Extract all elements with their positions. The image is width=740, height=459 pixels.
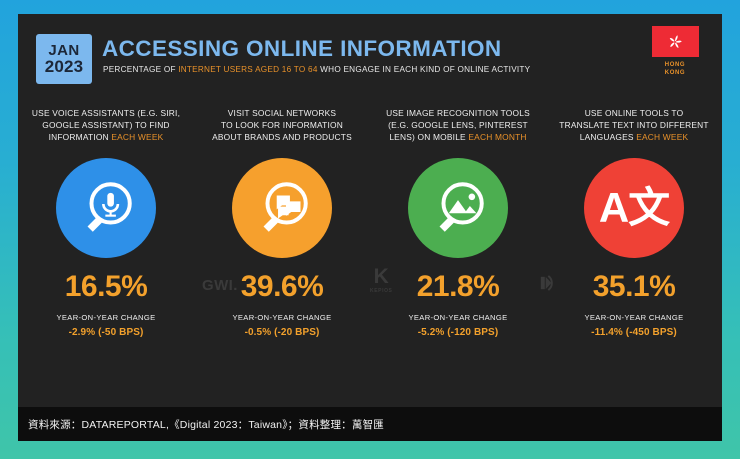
- yoy-label: YEAR-ON-YEAR CHANGE: [56, 313, 156, 322]
- date-badge: JAN 2023: [36, 34, 92, 84]
- stat-value: 39.6%: [240, 270, 324, 303]
- page-subtitle: PERCENTAGE OF INTERNET USERS AGED 16 TO …: [103, 65, 530, 74]
- translate-glyph: A文: [598, 184, 670, 231]
- column-heading: USE ONLINE TOOLS TO TRANSLATE TEXT INTO …: [559, 108, 708, 156]
- heading-highlight: EACH MONTH: [468, 131, 527, 142]
- heading-line-3: INFORMATION: [48, 131, 112, 142]
- date-badge-year: 2023: [44, 56, 84, 76]
- translate-a-wen-icon: A文: [584, 158, 684, 258]
- flag-label: HONG KONG: [646, 61, 704, 77]
- column-heading: VISIT SOCIAL NETWORKS TO LOOK FOR INFORM…: [212, 108, 352, 156]
- kepios-mark: K: [373, 265, 389, 288]
- subtitle-suffix: WHO ENGAGE IN EACH KIND OF ONLINE ACTIVI…: [317, 65, 531, 74]
- kepios-label: KEPIOS: [370, 288, 393, 294]
- yoy-label: YEAR-ON-YEAR CHANGE: [408, 313, 508, 322]
- column-heading: USE IMAGE RECOGNITION TOOLS (E.G. GOOGLE…: [386, 108, 530, 156]
- stat-column-voice-assistants: USE VOICE ASSISTANTS (E.G. SIRI, GOOGLE …: [18, 108, 194, 338]
- stats-columns: USE VOICE ASSISTANTS (E.G. SIRI, GOOGLE …: [18, 108, 722, 338]
- yoy-value: -2.9% (-50 BPS): [68, 327, 144, 338]
- heading-highlight: EACH WEEK: [111, 131, 164, 142]
- flag-label-line1: HONG: [664, 62, 686, 68]
- heading-line-1: VISIT SOCIAL NETWORKS: [227, 108, 337, 118]
- magnifier-microphone-icon: [56, 158, 156, 258]
- heading-line-1: USE ONLINE TOOLS TO: [584, 108, 684, 118]
- subtitle-prefix: PERCENTAGE OF: [103, 65, 179, 74]
- heading-line-3: LANGUAGES: [579, 131, 637, 142]
- stat-value: 21.8%: [416, 270, 500, 303]
- footer: 資料來源：DATAREPORTAL,《Digital 2023：Taiwan》；…: [18, 407, 722, 441]
- header: JAN 2023 ACCESSING ONLINE INFORMATION PE…: [18, 14, 722, 106]
- heading-line-1: USE IMAGE RECOGNITION TOOLS: [386, 108, 530, 118]
- heading-line-3: ABOUT BRANDS AND PRODUCTS: [212, 131, 352, 142]
- stat-column-translation-tools: USE ONLINE TOOLS TO TRANSLATE TEXT INTO …: [546, 108, 722, 338]
- date-badge-month: JAN: [48, 41, 80, 59]
- infographic-panel: JAN 2023 ACCESSING ONLINE INFORMATION PE…: [18, 14, 722, 441]
- column-heading: USE VOICE ASSISTANTS (E.G. SIRI, GOOGLE …: [32, 108, 180, 156]
- heading-highlight: EACH WEEK: [636, 131, 689, 142]
- heading-line-1: USE VOICE ASSISTANTS (E.G. SIRI,: [31, 108, 181, 118]
- heading-line-3: LENS) ON MOBILE: [389, 131, 469, 142]
- source-text: 資料來源：DATAREPORTAL,《Digital 2023：Taiwan》；…: [28, 418, 384, 431]
- yoy-value: -11.4% (-450 BPS): [591, 327, 677, 338]
- yoy-value: -0.5% (-20 BPS): [244, 327, 320, 338]
- country-flag-block: HONG KONG: [646, 26, 704, 77]
- heading-line-2: GOOGLE ASSISTANT) TO FIND: [42, 119, 170, 130]
- kepios-logo: K KEPIOS: [370, 266, 393, 294]
- yoy-label: YEAR-ON-YEAR CHANGE: [584, 313, 684, 322]
- flag-label-line2: KONG: [664, 70, 686, 77]
- stat-column-image-recognition: USE IMAGE RECOGNITION TOOLS (E.G. GOOGLE…: [370, 108, 546, 338]
- heading-line-2: TRANSLATE TEXT INTO DIFFERENT: [559, 119, 709, 130]
- stat-value: 35.1%: [592, 270, 676, 303]
- page-title: ACCESSING ONLINE INFORMATION: [102, 36, 502, 61]
- magnifier-chat-bubbles-icon: [232, 158, 332, 258]
- heading-line-2: TO LOOK FOR INFORMATION: [220, 119, 343, 130]
- subtitle-highlight: INTERNET USERS AGED 16 TO 64: [178, 65, 318, 74]
- datareportal-icon: [536, 272, 558, 299]
- yoy-label: YEAR-ON-YEAR CHANGE: [232, 313, 332, 322]
- yoy-value: -5.2% (-120 BPS): [417, 327, 499, 338]
- stat-value: 16.5%: [64, 270, 148, 303]
- gwi-logo: GWI.: [202, 277, 238, 294]
- hong-kong-flag-icon: [651, 26, 699, 57]
- magnifier-image-icon: [408, 158, 508, 258]
- heading-line-2: (E.G. GOOGLE LENS, PINTEREST: [388, 119, 528, 130]
- stat-column-social-networks: VISIT SOCIAL NETWORKS TO LOOK FOR INFORM…: [194, 108, 370, 338]
